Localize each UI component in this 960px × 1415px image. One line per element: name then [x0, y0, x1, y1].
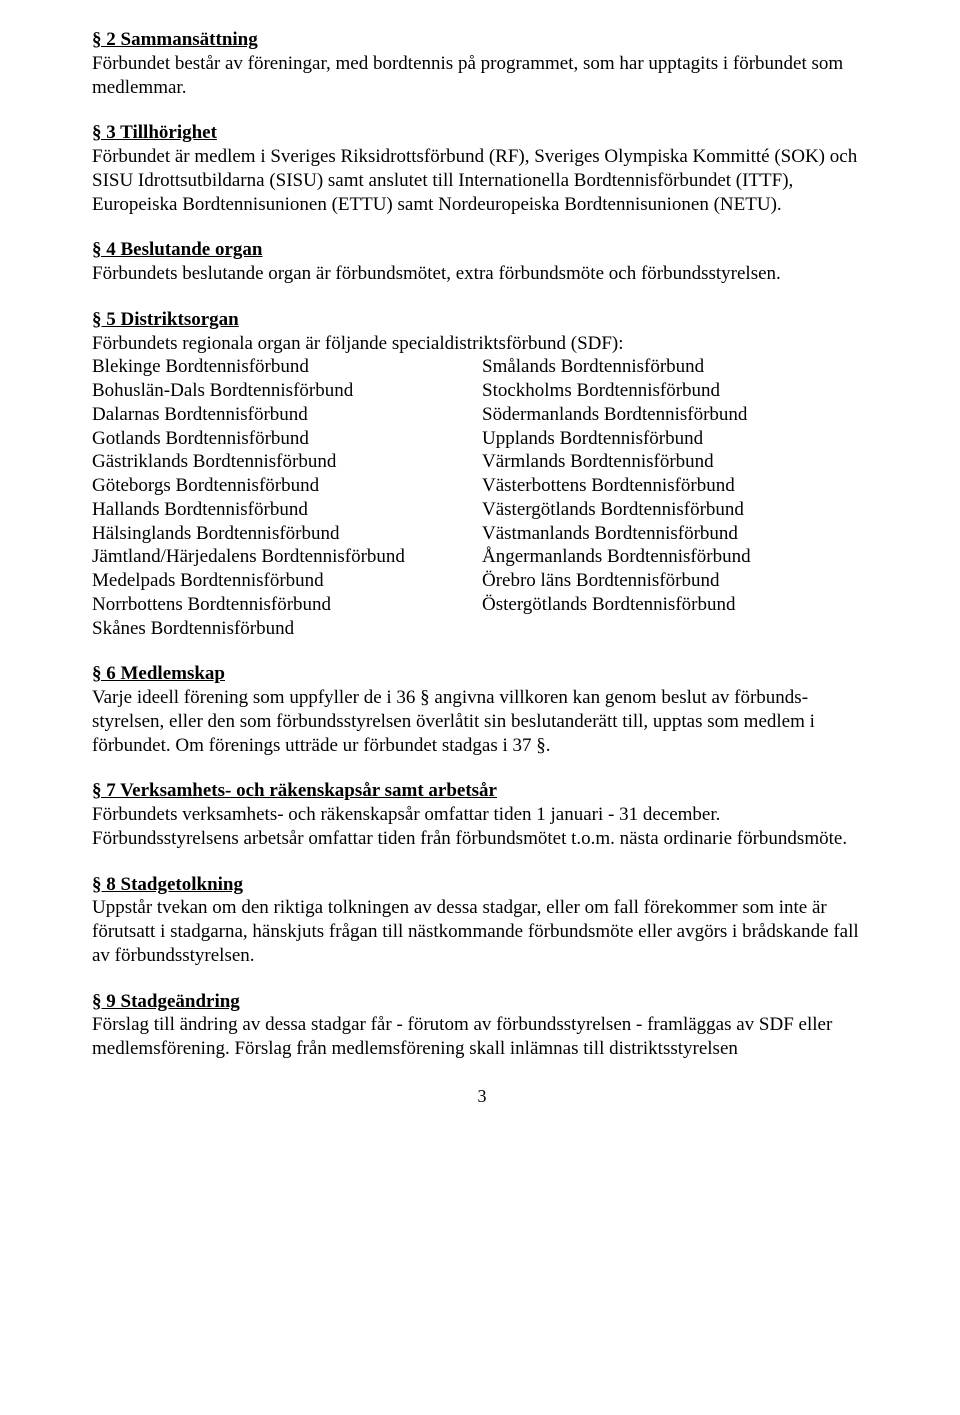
list-item: Ångermanlands Bordtennisförbund [482, 545, 872, 569]
list-item: Smålands Bordtennisförbund [482, 355, 872, 379]
list-item: Örebro läns Bordtennisförbund [482, 569, 872, 593]
district-col-right: Smålands Bordtennisförbund Stockholms Bo… [482, 355, 872, 640]
list-item: Göteborgs Bordtennisförbund [92, 474, 482, 498]
list-item: Södermanlands Bordtennisförbund [482, 403, 872, 427]
district-columns: Blekinge Bordtennisförbund Bohuslän-Dals… [92, 355, 872, 640]
section-8-body: Uppstår tvekan om den riktiga tolkningen… [92, 896, 872, 967]
section-8-heading: § 8 Stadgetolkning [92, 873, 872, 897]
section-6-body: Varje ideell förening som uppfyller de i… [92, 686, 872, 757]
section-7-heading: § 7 Verksamhets- och räkenskapsår samt a… [92, 779, 872, 803]
list-item: Dalarnas Bordtennisförbund [92, 403, 482, 427]
section-6-heading: § 6 Medlemskap [92, 662, 872, 686]
section-4-body: Förbundets beslutande organ är förbundsm… [92, 262, 872, 286]
section-4-heading: § 4 Beslutande organ [92, 238, 872, 262]
list-item: Gotlands Bordtennisförbund [92, 427, 482, 451]
section-3-heading: § 3 Tillhörighet [92, 121, 872, 145]
list-item: Stockholms Bordtennisförbund [482, 379, 872, 403]
list-item: Gästriklands Bordtennisförbund [92, 450, 482, 474]
list-item: Västergötlands Bordtennisförbund [482, 498, 872, 522]
section-4: § 4 Beslutande organ Förbundets beslutan… [92, 238, 872, 286]
district-col-left: Blekinge Bordtennisförbund Bohuslän-Dals… [92, 355, 482, 640]
section-5-intro: Förbundets regionala organ är följande s… [92, 332, 872, 356]
list-item: Bohuslän-Dals Bordtennisförbund [92, 379, 482, 403]
section-7-body-1: Förbundets verksamhets- och räkenskapsår… [92, 803, 872, 827]
list-item: Hallands Bordtennisförbund [92, 498, 482, 522]
section-2: § 2 Sammansättning Förbundet består av f… [92, 28, 872, 99]
list-item: Blekinge Bordtennisförbund [92, 355, 482, 379]
list-item: Norrbottens Bordtennisförbund [92, 593, 482, 617]
list-item: Upplands Bordtennisförbund [482, 427, 872, 451]
list-item: Västerbottens Bordtennisförbund [482, 474, 872, 498]
list-item: Skånes Bordtennisförbund [92, 617, 482, 641]
list-item: Jämtland/Härjedalens Bordtennisförbund [92, 545, 482, 569]
list-item: Medelpads Bordtennisförbund [92, 569, 482, 593]
list-item: Värmlands Bordtennisförbund [482, 450, 872, 474]
section-9: § 9 Stadgeändring Förslag till ändring a… [92, 990, 872, 1061]
section-3: § 3 Tillhörighet Förbundet är medlem i S… [92, 121, 872, 216]
section-2-body: Förbundet består av föreningar, med bord… [92, 52, 872, 100]
section-9-heading: § 9 Stadgeändring [92, 990, 872, 1014]
section-6: § 6 Medlemskap Varje ideell förening som… [92, 662, 872, 757]
section-9-body: Förslag till ändring av dessa stadgar få… [92, 1013, 872, 1061]
section-5-heading: § 5 Distriktsorgan [92, 308, 872, 332]
list-item: Västmanlands Bordtennisförbund [482, 522, 872, 546]
document-page: § 2 Sammansättning Förbundet består av f… [0, 0, 960, 1147]
section-8: § 8 Stadgetolkning Uppstår tvekan om den… [92, 873, 872, 968]
section-2-heading: § 2 Sammansättning [92, 28, 872, 52]
page-number: 3 [92, 1085, 872, 1108]
section-7-body-2: Förbundsstyrelsens arbetsår omfattar tid… [92, 827, 872, 851]
section-5: § 5 Distriktsorgan Förbundets regionala … [92, 308, 872, 641]
list-item: Östergötlands Bordtennisförbund [482, 593, 872, 617]
section-3-body: Förbundet är medlem i Sveriges Riksidrot… [92, 145, 872, 216]
section-7: § 7 Verksamhets- och räkenskapsår samt a… [92, 779, 872, 850]
list-item: Hälsinglands Bordtennisförbund [92, 522, 482, 546]
